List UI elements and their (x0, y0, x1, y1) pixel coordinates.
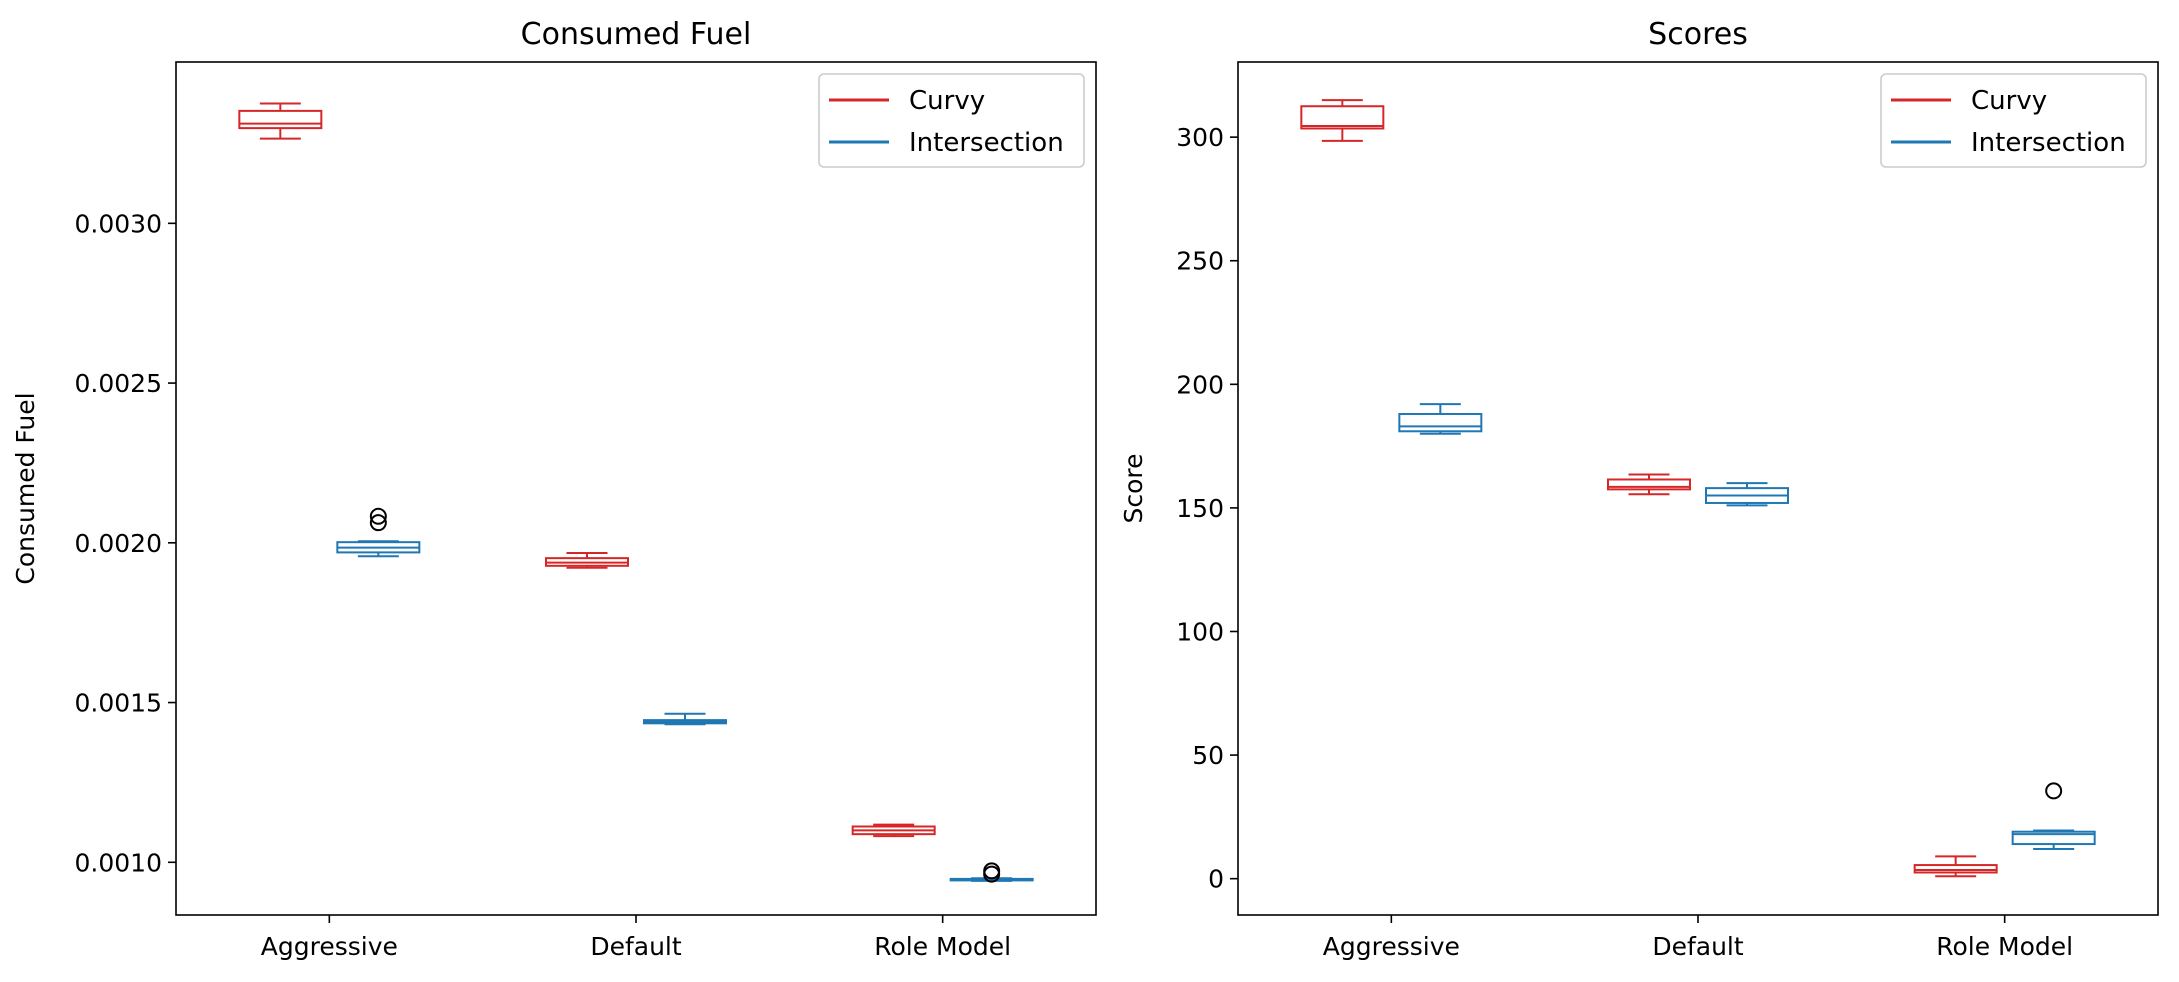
box (238, 109, 323, 130)
legend-box (818, 73, 1085, 168)
outlier-point (2045, 782, 2063, 800)
y-tick-label: 50 (1192, 741, 1224, 770)
x-tick-label: Default (1652, 932, 1744, 961)
box (1913, 864, 1998, 874)
y-tick-label: 250 (1176, 247, 1224, 276)
legend: Curvy Intersection (818, 73, 1085, 168)
box (1398, 412, 1483, 433)
chart-panel-1: Consumed Fuel Consumed Fuel 0.0010 0.0015 0.… (11, 17, 1097, 961)
series-intersection (336, 507, 1034, 883)
axes-frame (175, 61, 1097, 916)
outlier-point (983, 862, 1001, 880)
series-intersection (1398, 403, 2096, 851)
outlier-point (369, 507, 387, 525)
x-tick-label: Aggressive (261, 932, 398, 961)
y-tick-label: 0 (1208, 865, 1224, 894)
outlier-point (369, 514, 387, 532)
x-tick-label: Aggressive (1323, 932, 1460, 961)
legend: Curvy Intersection (1880, 73, 2147, 168)
legend-label: Curvy (1971, 86, 2047, 116)
y-tick-label: 0.0025 (75, 369, 162, 398)
y-tick-label: 0.0015 (75, 689, 162, 718)
y-tick-label: 0.0030 (75, 209, 162, 238)
series-curvy (1300, 99, 1998, 878)
y-axis-label: Consumed Fuel (11, 392, 40, 584)
series-curvy (238, 102, 936, 838)
chart-title: Scores (1648, 17, 1748, 52)
x-tick-label: Default (590, 932, 682, 961)
axes-frame (1237, 61, 2159, 916)
x-tick-label: Role Model (1936, 932, 2073, 961)
y-tick-label: 200 (1176, 370, 1224, 399)
y-tick-label: 300 (1176, 123, 1224, 152)
y-tick-label: 150 (1176, 494, 1224, 523)
x-tick-label: Role Model (874, 932, 1011, 961)
y-axis-label: Score (1119, 453, 1148, 523)
chart-title: Consumed Fuel (521, 17, 752, 52)
chart-panel-2: Scores Score 0 50 100 150 200 250 300 Aggressive D… (1119, 17, 2159, 961)
legend-box (1880, 73, 2147, 168)
y-tick-label: 100 (1176, 617, 1224, 646)
legend-label: Curvy (909, 86, 985, 116)
legend-label: Intersection (1971, 128, 2126, 158)
legend-label: Intersection (909, 128, 1064, 158)
y-tick-label: 0.0020 (75, 529, 162, 558)
y-tick-label: 0.0010 (75, 848, 162, 877)
